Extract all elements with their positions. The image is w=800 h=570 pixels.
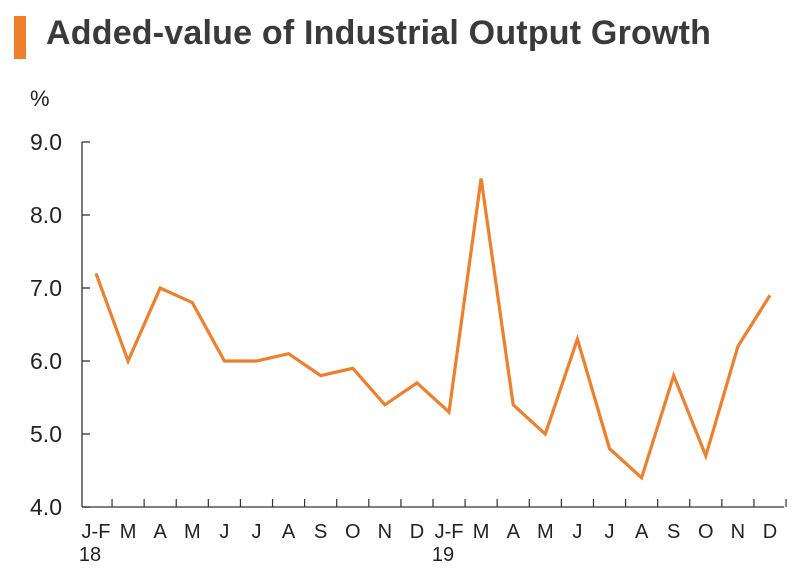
y-tick-label: 5.0 [30, 421, 62, 447]
x-tick-label: J [219, 521, 229, 543]
x-tick-label: D [763, 521, 777, 543]
title-accent-bar [14, 16, 26, 59]
x-tick-label: A [154, 521, 168, 543]
x-tick-label: N [378, 521, 392, 543]
x-tick-label: A [282, 521, 296, 543]
y-tick-label: 8.0 [30, 202, 62, 228]
x-tick-label: J [605, 521, 615, 543]
y-tick-label: 4.0 [30, 494, 62, 520]
y-tick-label: 9.0 [30, 129, 62, 155]
x-tick-label: M [473, 521, 490, 543]
x-tick-label: O [345, 521, 361, 543]
x-tick-label: N [731, 521, 745, 543]
y-tick-label: 6.0 [30, 348, 62, 374]
x-tick-label: O [698, 521, 714, 543]
series-line [94, 178, 772, 481]
x-tick-label: M [184, 521, 201, 543]
x-tick-label: S [314, 521, 327, 543]
x-tick-label: M [537, 521, 554, 543]
x-tick-label: J [251, 521, 261, 543]
x-tick-label: A [635, 521, 649, 543]
y-tick-label: 7.0 [30, 275, 62, 301]
x-tick-label: A [507, 521, 521, 543]
x-year-label: 18 [79, 544, 101, 566]
x-tick-label: J-F [82, 521, 111, 543]
chart-title: Added-value of Industrial Output Growth [46, 14, 712, 52]
x-tick-label: M [120, 521, 137, 543]
x-tick-label: D [410, 521, 424, 543]
y-axis-unit-label: % [30, 86, 50, 111]
x-year-label: 19 [432, 544, 454, 566]
x-tick-label: J-F [435, 521, 464, 543]
x-tick-label: S [667, 521, 680, 543]
x-tick-label: J [572, 521, 582, 543]
